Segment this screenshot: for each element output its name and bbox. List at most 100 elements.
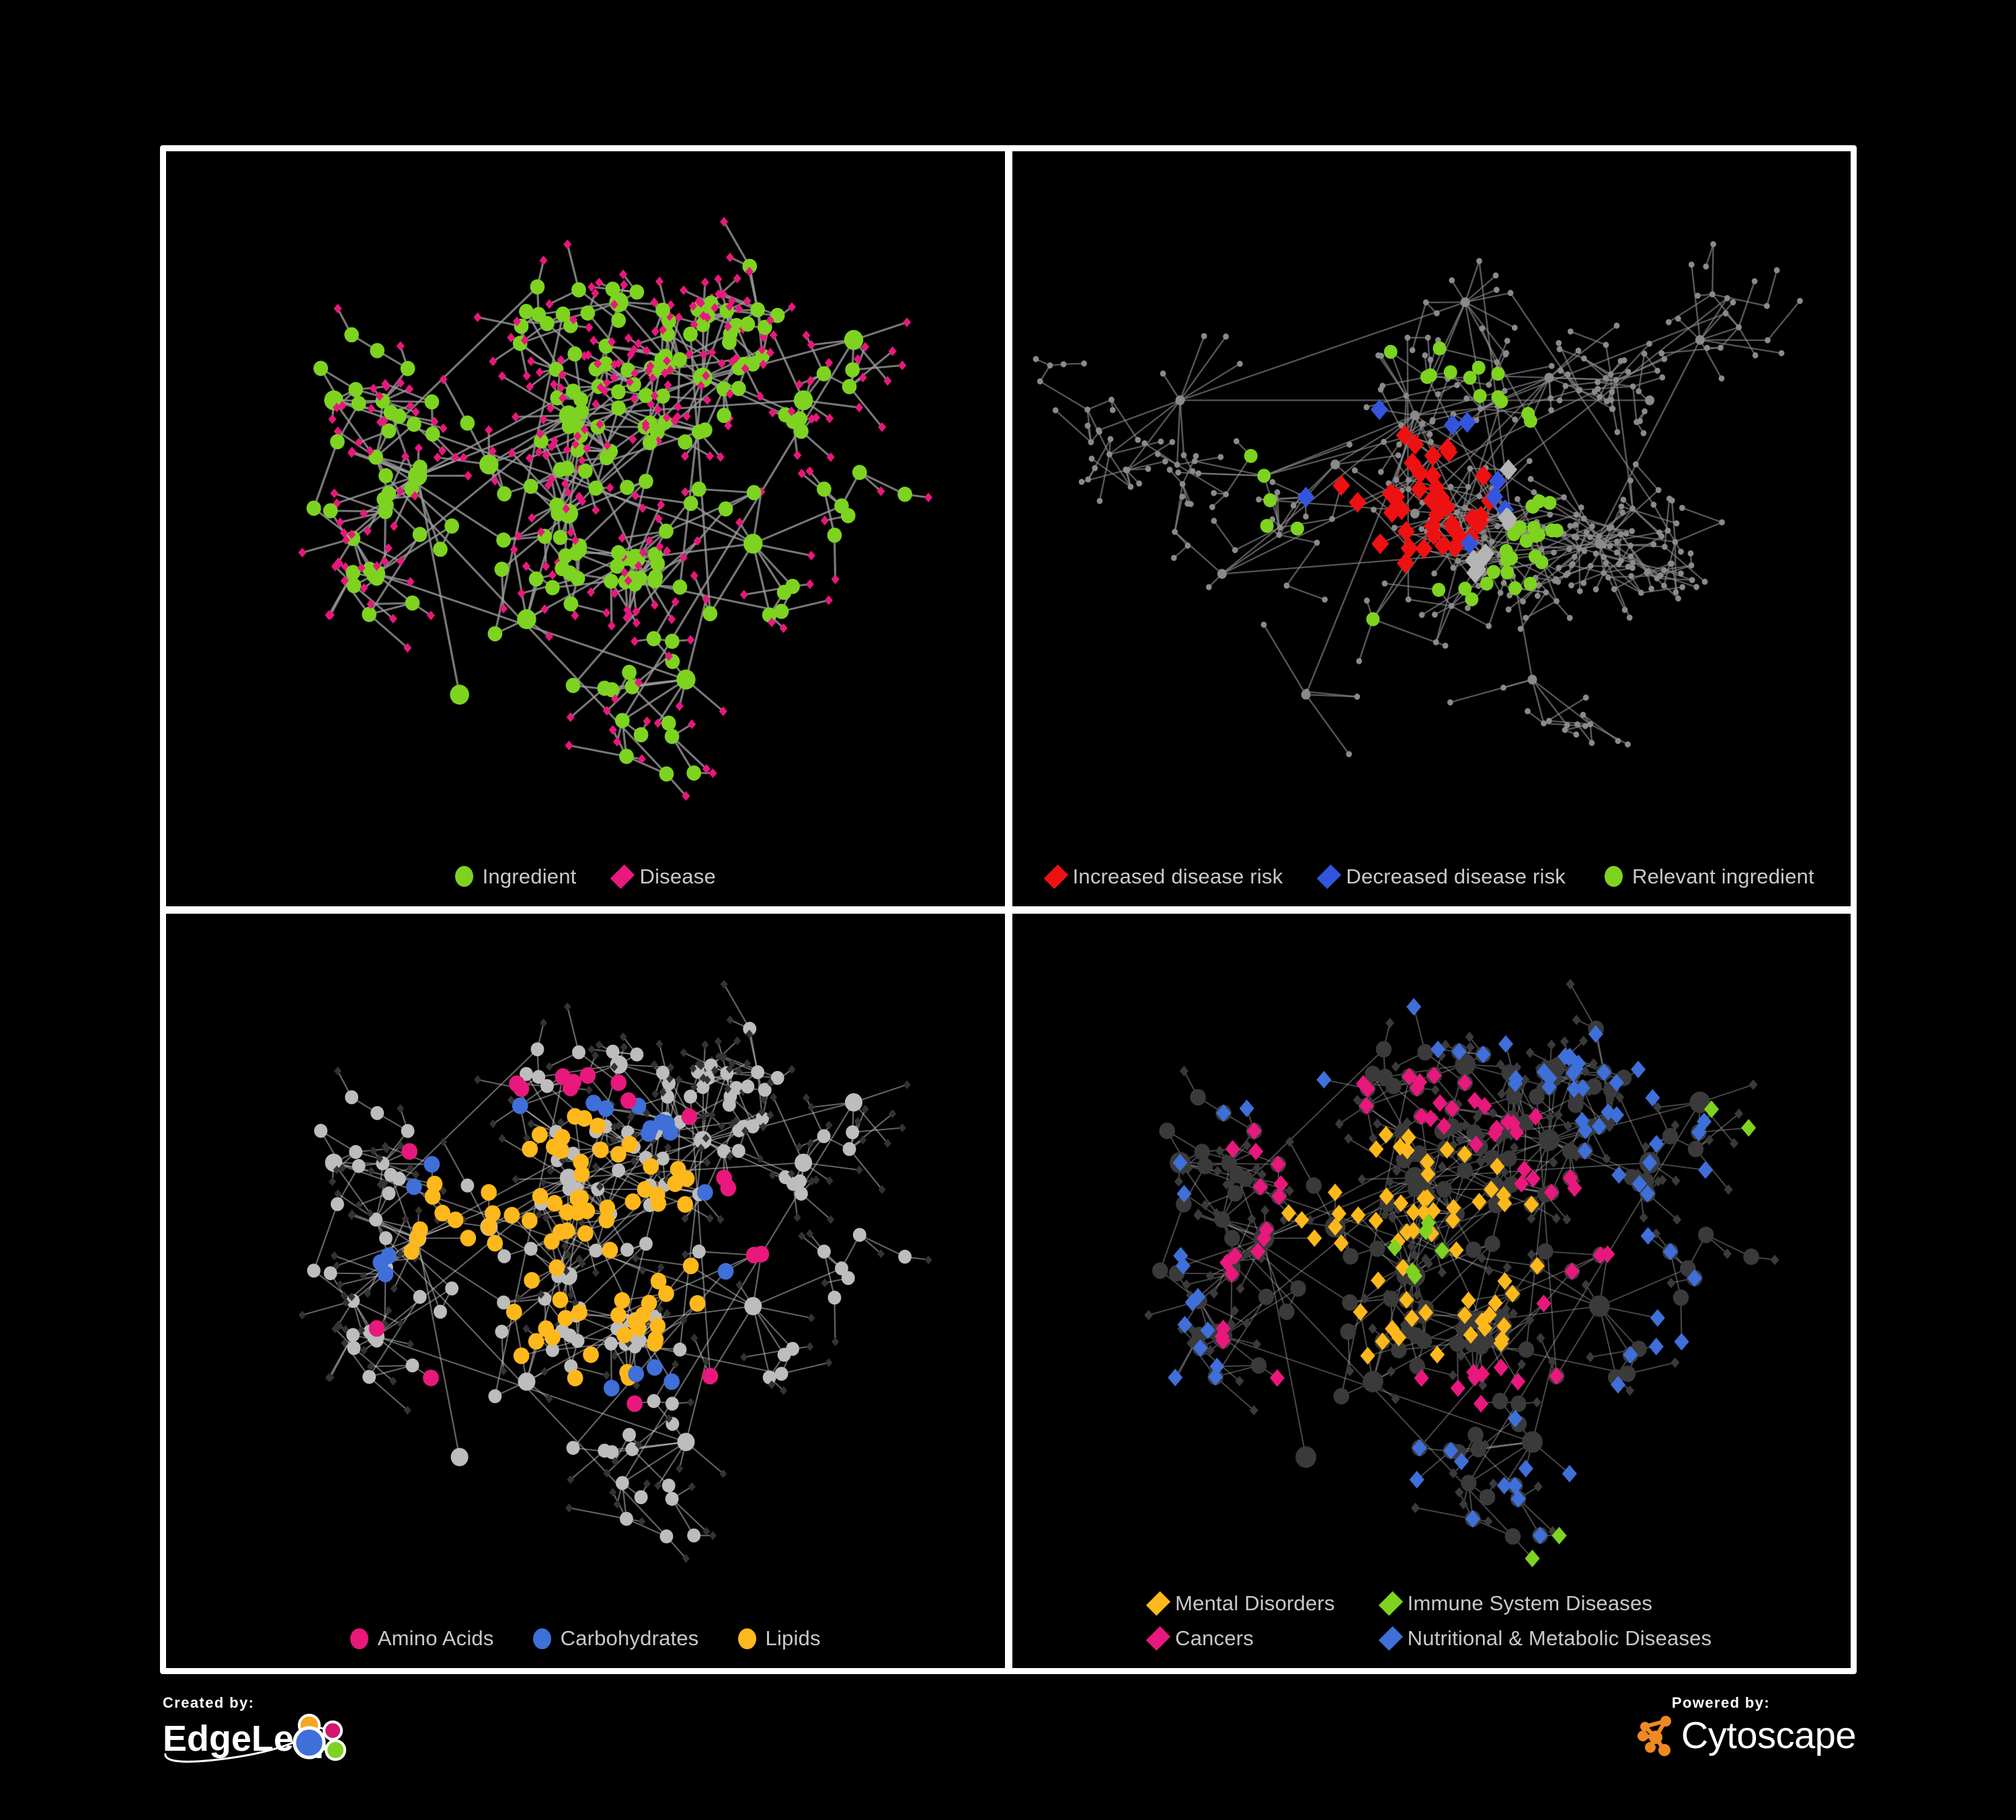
network-node <box>381 423 397 439</box>
network-highlight-node <box>1463 370 1477 385</box>
network-node <box>758 344 766 355</box>
network-node <box>680 451 690 461</box>
network-highlight-node <box>1370 399 1388 420</box>
network-node <box>1396 441 1402 448</box>
network-node <box>358 1325 366 1335</box>
network-highlight-node <box>1397 520 1415 543</box>
network-node <box>595 1040 603 1050</box>
network-highlight-node <box>1434 535 1452 556</box>
network-node <box>1592 550 1599 557</box>
network-node <box>788 1064 796 1074</box>
network-highlight-node <box>610 1145 627 1162</box>
network-node <box>897 486 912 502</box>
network-node <box>1660 567 1667 573</box>
network-node <box>793 1212 801 1222</box>
network-node <box>1372 1118 1381 1129</box>
network-node <box>683 326 698 342</box>
network-node <box>1210 489 1217 496</box>
network-node <box>1209 504 1215 510</box>
network-highlight-node <box>532 1187 549 1205</box>
network-node <box>629 434 637 444</box>
network-highlight-node <box>1457 1306 1472 1324</box>
network-edges <box>1035 243 1801 755</box>
network-node <box>832 1337 840 1346</box>
network-node <box>745 1119 760 1134</box>
network-node <box>614 1121 622 1130</box>
network-node <box>1154 450 1161 457</box>
network-node <box>666 311 674 321</box>
network-node <box>1693 584 1699 590</box>
network-node <box>706 1214 714 1223</box>
network-node <box>1603 559 1609 566</box>
network-node <box>889 1109 897 1118</box>
network-node <box>681 1249 689 1259</box>
network-node <box>1657 572 1664 579</box>
network-node <box>595 277 604 288</box>
network-highlight-node <box>545 1329 561 1346</box>
panel-ingredient-disease[interactable]: Ingredient Disease <box>166 151 1005 906</box>
network-node <box>719 1052 727 1061</box>
network-node <box>1679 504 1685 511</box>
network-node <box>1568 582 1574 589</box>
network-highlight-node <box>1501 514 1519 535</box>
network-highlight-node <box>1474 1364 1490 1383</box>
network-node <box>1500 1150 1517 1166</box>
network-node <box>526 356 535 366</box>
network-node <box>1134 436 1141 443</box>
network-node <box>717 1144 731 1158</box>
network-node <box>1405 477 1412 483</box>
network-node <box>1476 493 1482 500</box>
network-highlight-node <box>552 1291 569 1308</box>
network-highlight-node <box>1493 1358 1508 1376</box>
network-node <box>1586 721 1593 727</box>
network-node <box>1562 1214 1571 1224</box>
network-node <box>1201 333 1207 340</box>
network-node <box>842 379 857 395</box>
network-node <box>1628 528 1635 535</box>
network-node <box>1386 1366 1396 1377</box>
network-node <box>1205 1345 1215 1355</box>
network-node <box>1184 500 1191 507</box>
network-node <box>1773 267 1780 274</box>
network-node <box>407 1163 415 1173</box>
panel-disease-class[interactable]: Mental Disorders Immune System Diseases Ca… <box>1012 913 1851 1668</box>
network-node <box>1615 738 1621 744</box>
network-node <box>1571 553 1578 560</box>
network-node <box>1555 340 1562 346</box>
network-node <box>766 348 774 358</box>
network-node <box>1717 344 1724 351</box>
network-node <box>1566 546 1572 553</box>
network-node <box>406 401 415 411</box>
network-node <box>631 1253 639 1263</box>
network-node <box>1435 391 1441 397</box>
network-node <box>1770 1254 1779 1265</box>
network-node <box>1488 1107 1497 1118</box>
network-node <box>1303 688 1309 695</box>
network-node <box>433 541 448 557</box>
network-node <box>1629 559 1636 566</box>
network-highlight-node <box>1475 1045 1490 1064</box>
panel-nutrient-class[interactable]: Amino Acids Carbohydrates Lipids <box>166 913 1005 1668</box>
network-node <box>561 479 569 489</box>
network-node <box>551 506 565 522</box>
network-node <box>659 1529 674 1544</box>
network-node <box>1283 582 1289 589</box>
network-node <box>735 1066 743 1076</box>
network-highlight-node <box>635 1306 651 1323</box>
network-node <box>1627 477 1634 484</box>
panel-disease-risk[interactable]: Increased disease risk Decreased disease … <box>1012 151 1851 906</box>
network-node <box>697 1143 705 1152</box>
network-node <box>1377 469 1384 475</box>
network-node <box>566 712 575 722</box>
network-node <box>1613 549 1620 556</box>
network-node <box>540 1078 554 1093</box>
network-node <box>1534 592 1541 599</box>
network-node <box>1587 563 1594 569</box>
created-by-label: Created by: <box>163 1694 255 1711</box>
network-node <box>655 1039 663 1048</box>
network-node <box>1197 1157 1213 1175</box>
network-node <box>1617 530 1624 538</box>
network-node <box>1596 533 1602 540</box>
network-node <box>1709 241 1716 247</box>
network-node <box>526 381 534 392</box>
